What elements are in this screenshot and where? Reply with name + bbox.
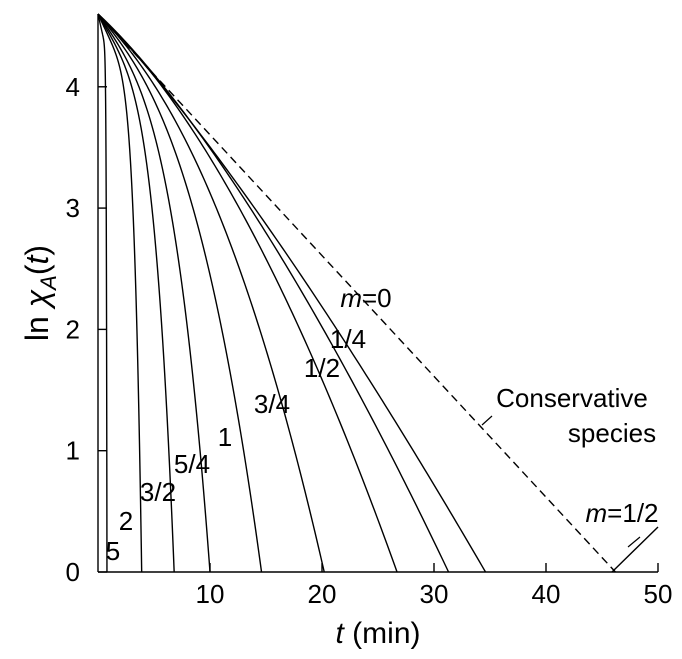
annotation-line bbox=[611, 526, 659, 573]
series-line-1 bbox=[97, 13, 263, 573]
series-label-2: 2 bbox=[119, 506, 133, 536]
series-label-3-2: 3/2 bbox=[140, 477, 176, 507]
series-line-3-4 bbox=[97, 13, 325, 573]
conservative-label-line1: Conservative bbox=[496, 383, 648, 413]
y-tick-label: 2 bbox=[66, 314, 80, 344]
series-label-1-4: 1/4 bbox=[330, 324, 366, 354]
y-tick-label: 4 bbox=[66, 72, 80, 102]
series-line-5-4 bbox=[97, 13, 211, 573]
series-line-1-2 bbox=[97, 13, 398, 573]
x-tick-label: 50 bbox=[644, 579, 673, 609]
curves bbox=[97, 13, 659, 573]
x-tick-label: 10 bbox=[196, 579, 225, 609]
y-tick-label: 1 bbox=[66, 436, 80, 466]
series-line-5 bbox=[97, 13, 108, 573]
x-tick-label: 30 bbox=[420, 579, 449, 609]
series-label-1-2: 1/2 bbox=[304, 353, 340, 383]
y-tick-label: 3 bbox=[66, 193, 80, 223]
series-label-1: 1 bbox=[218, 422, 232, 452]
series-line-3-2 bbox=[97, 13, 175, 573]
series-label-5: 5 bbox=[106, 536, 120, 566]
x-axis-label: t (min) bbox=[336, 617, 421, 650]
conservative-label-line2: species bbox=[568, 418, 656, 448]
conservative-pointer bbox=[481, 415, 493, 426]
series-line-2 bbox=[97, 13, 143, 573]
series-line-1-4 bbox=[97, 13, 450, 573]
annotation-label: m=1/2 bbox=[586, 498, 659, 528]
x-tick-label: 20 bbox=[308, 579, 337, 609]
y-axis-label: ln χA(t) bbox=[19, 245, 61, 341]
labels: m=0 1/41/2 3/4 1 5/43/225 Conservative species… bbox=[106, 283, 659, 566]
series-label-5-4: 5/4 bbox=[174, 449, 210, 479]
annotation-tick bbox=[627, 536, 641, 548]
series-label-m-0: m=0 bbox=[340, 283, 391, 313]
axes: 10 20 30 40 50 0 1 2 3 4 t (min) ln χA(t) bbox=[19, 14, 672, 650]
conservative-line bbox=[97, 13, 616, 573]
series-label-3-4: 3/4 bbox=[254, 389, 290, 419]
x-tick-label: 40 bbox=[532, 579, 561, 609]
y-tick-label: 0 bbox=[66, 557, 80, 587]
